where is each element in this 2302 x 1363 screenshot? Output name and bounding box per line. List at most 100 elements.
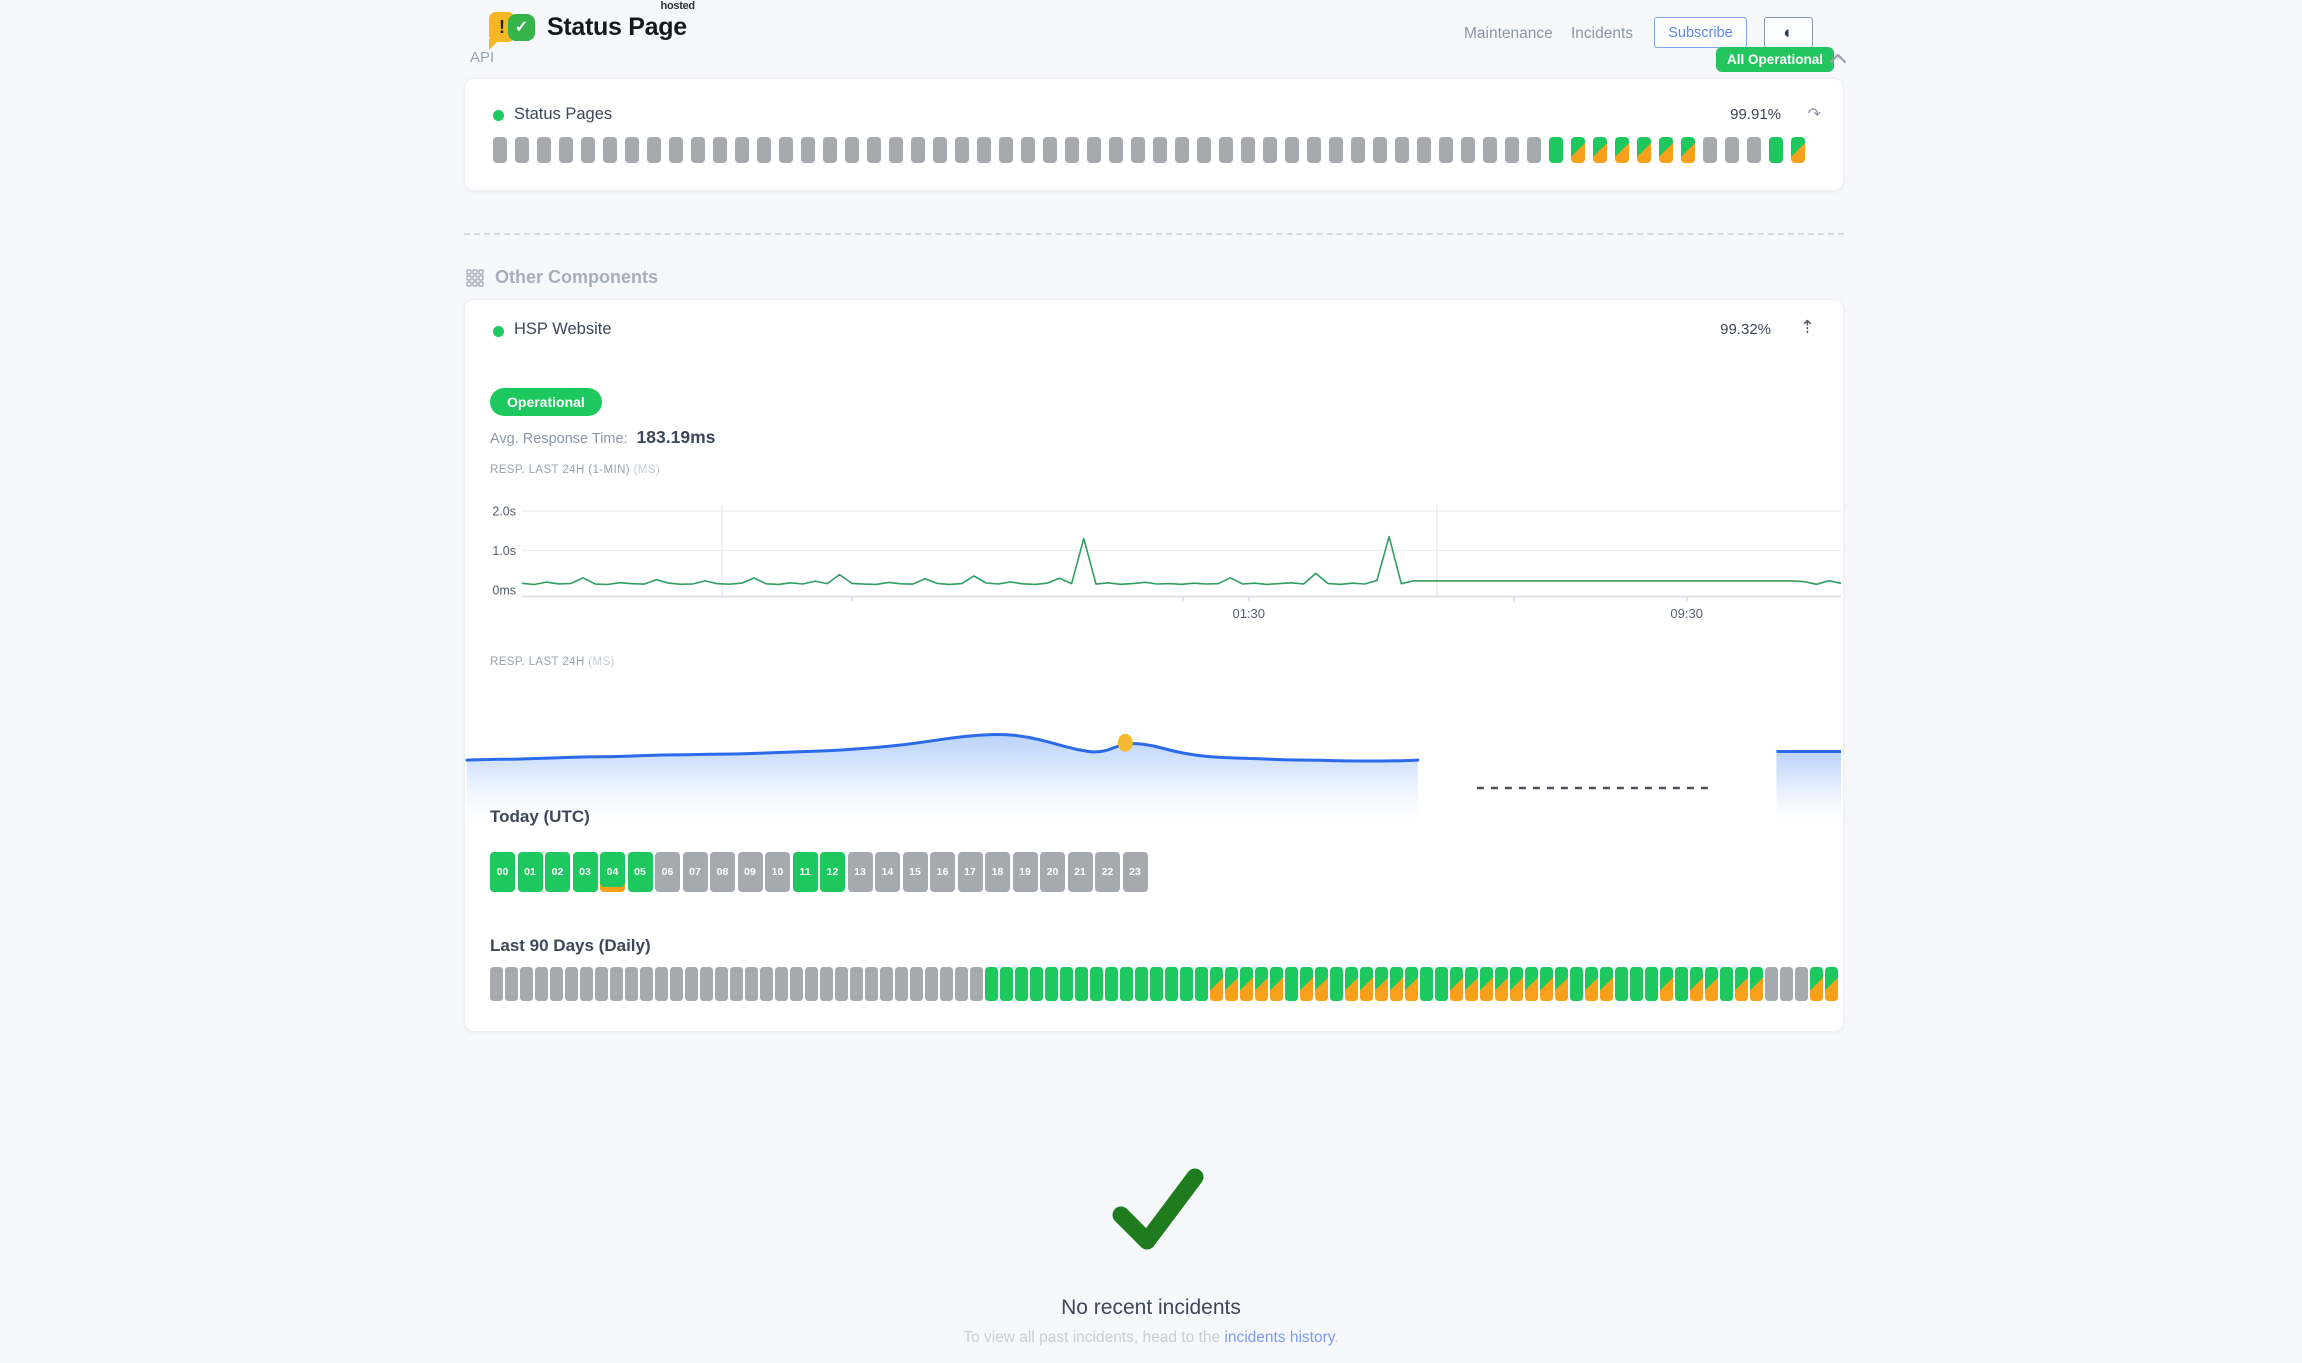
day-block bbox=[1195, 967, 1208, 1001]
day-block bbox=[520, 967, 533, 1001]
component-card-hsp-website: HSP Website 99.32% ⇡ bbox=[464, 299, 1844, 1032]
uptime-percentage: 99.32% bbox=[1720, 321, 1771, 338]
uptime-tick bbox=[801, 137, 815, 163]
hour-block-13: 13 bbox=[847, 852, 873, 892]
collapse-arrow-icon[interactable]: ⇡ bbox=[1799, 317, 1815, 337]
uptime-tick bbox=[1527, 137, 1541, 163]
day-block bbox=[625, 967, 638, 1001]
subscribe-button[interactable]: Subscribe bbox=[1654, 17, 1747, 48]
day-block bbox=[1780, 967, 1793, 1001]
incidents-footer-text: To view all past incidents, head to the … bbox=[0, 1329, 2302, 1347]
day-block bbox=[610, 967, 623, 1001]
hour-block-18: 18 bbox=[985, 852, 1010, 892]
uptime-tick bbox=[1131, 137, 1145, 163]
response-marker-dot bbox=[1117, 733, 1133, 752]
day-block bbox=[1525, 967, 1538, 1001]
day-block bbox=[1660, 967, 1673, 1001]
uptime-tick bbox=[691, 137, 705, 163]
day-block bbox=[865, 967, 878, 1001]
day-block bbox=[1075, 967, 1088, 1001]
hour-block-20: 20 bbox=[1040, 852, 1065, 892]
last-90-days-heading: Last 90 Days (Daily) bbox=[490, 936, 651, 955]
logo-exclamation-glyph: ! bbox=[499, 16, 505, 37]
component-name[interactable]: Status Pages bbox=[514, 105, 613, 123]
group-title-api: API bbox=[470, 49, 495, 66]
uptime-tick bbox=[1439, 137, 1453, 163]
nav-incidents[interactable]: Incidents bbox=[1571, 25, 1634, 42]
resp-daily-chart bbox=[465, 732, 1841, 820]
uptime-tick bbox=[1241, 137, 1255, 163]
day-block bbox=[1120, 967, 1133, 1001]
day-block bbox=[1015, 967, 1028, 1001]
day-block bbox=[1030, 967, 1043, 1001]
day-block bbox=[1150, 967, 1163, 1001]
uptime-tick bbox=[647, 137, 661, 163]
day-block bbox=[595, 967, 608, 1001]
brand-logo[interactable]: ! ✓ Status Page hosted bbox=[489, 0, 695, 50]
uptime-tick bbox=[1615, 137, 1629, 163]
brand-hosted-tag: hosted bbox=[660, 0, 696, 12]
day-block bbox=[1825, 967, 1838, 1001]
footer-text-suffix: . bbox=[1334, 1329, 1339, 1346]
uptime-tick bbox=[1087, 137, 1101, 163]
uptime-tick bbox=[823, 137, 837, 163]
day-block bbox=[805, 967, 818, 1001]
uptime-tick bbox=[1791, 137, 1805, 163]
day-block bbox=[1510, 967, 1523, 1001]
day-block bbox=[550, 967, 563, 1001]
day-block bbox=[655, 967, 668, 1001]
uptime-tick bbox=[1417, 137, 1431, 163]
uptime-tick bbox=[1285, 137, 1299, 163]
day-block bbox=[925, 967, 938, 1001]
day-block bbox=[1375, 967, 1388, 1001]
uptime-tick bbox=[1747, 137, 1761, 163]
avg-response-label: Avg. Response Time: bbox=[490, 431, 628, 447]
hour-block-01: 01 bbox=[517, 852, 543, 892]
theme-toggle-button[interactable]: ◐ bbox=[1764, 17, 1813, 48]
hour-block-16: 16 bbox=[930, 852, 955, 892]
day-block bbox=[700, 967, 713, 1001]
chevron-up-icon[interactable] bbox=[1829, 52, 1847, 64]
brand-title: Status Page hosted bbox=[547, 0, 695, 41]
uptime-tick bbox=[779, 137, 793, 163]
uptime-tick bbox=[1307, 137, 1321, 163]
day-block bbox=[1495, 967, 1508, 1001]
uptime-tick bbox=[515, 137, 529, 163]
hour-block-14: 14 bbox=[875, 852, 900, 892]
day-block bbox=[1450, 967, 1463, 1001]
logo-checkmark-icon: ✓ bbox=[508, 13, 535, 41]
day-block bbox=[1720, 967, 1733, 1001]
day-block bbox=[580, 967, 593, 1001]
hour-block-19: 19 bbox=[1012, 852, 1038, 892]
day-block bbox=[1750, 967, 1763, 1001]
day-block bbox=[1465, 967, 1478, 1001]
logo-check-glyph: ✓ bbox=[514, 19, 529, 36]
day-block bbox=[1135, 967, 1148, 1001]
day-block bbox=[850, 967, 863, 1001]
svg-text:09:30: 09:30 bbox=[1670, 606, 1703, 621]
day-block bbox=[775, 967, 788, 1001]
incidents-history-link[interactable]: incidents history bbox=[1224, 1329, 1335, 1346]
hour-block-12: 12 bbox=[820, 852, 845, 892]
overall-status-badge[interactable]: All Operational bbox=[1716, 47, 1835, 72]
day-block bbox=[1105, 967, 1118, 1001]
hour-block-08: 08 bbox=[710, 852, 735, 892]
uptime-tick bbox=[735, 137, 749, 163]
hour-block-10: 10 bbox=[765, 852, 790, 892]
day-block bbox=[1165, 967, 1178, 1001]
refresh-icon[interactable]: ↷ bbox=[1807, 106, 1821, 123]
svg-text:1.0s: 1.0s bbox=[492, 544, 516, 558]
uptime-tick bbox=[1021, 137, 1035, 163]
day-block bbox=[1555, 967, 1568, 1001]
uptime-tick bbox=[625, 137, 639, 163]
day-block bbox=[1435, 967, 1448, 1001]
day-block bbox=[1330, 967, 1343, 1001]
uptime-tick bbox=[1065, 137, 1079, 163]
nav-maintenance[interactable]: Maintenance bbox=[1464, 25, 1553, 42]
day-block bbox=[1585, 967, 1598, 1001]
hour-block-09: 09 bbox=[737, 852, 763, 892]
day-block bbox=[1540, 967, 1553, 1001]
day-block bbox=[1240, 967, 1253, 1001]
uptime-tick bbox=[1461, 137, 1475, 163]
component-name[interactable]: HSP Website bbox=[514, 320, 612, 338]
